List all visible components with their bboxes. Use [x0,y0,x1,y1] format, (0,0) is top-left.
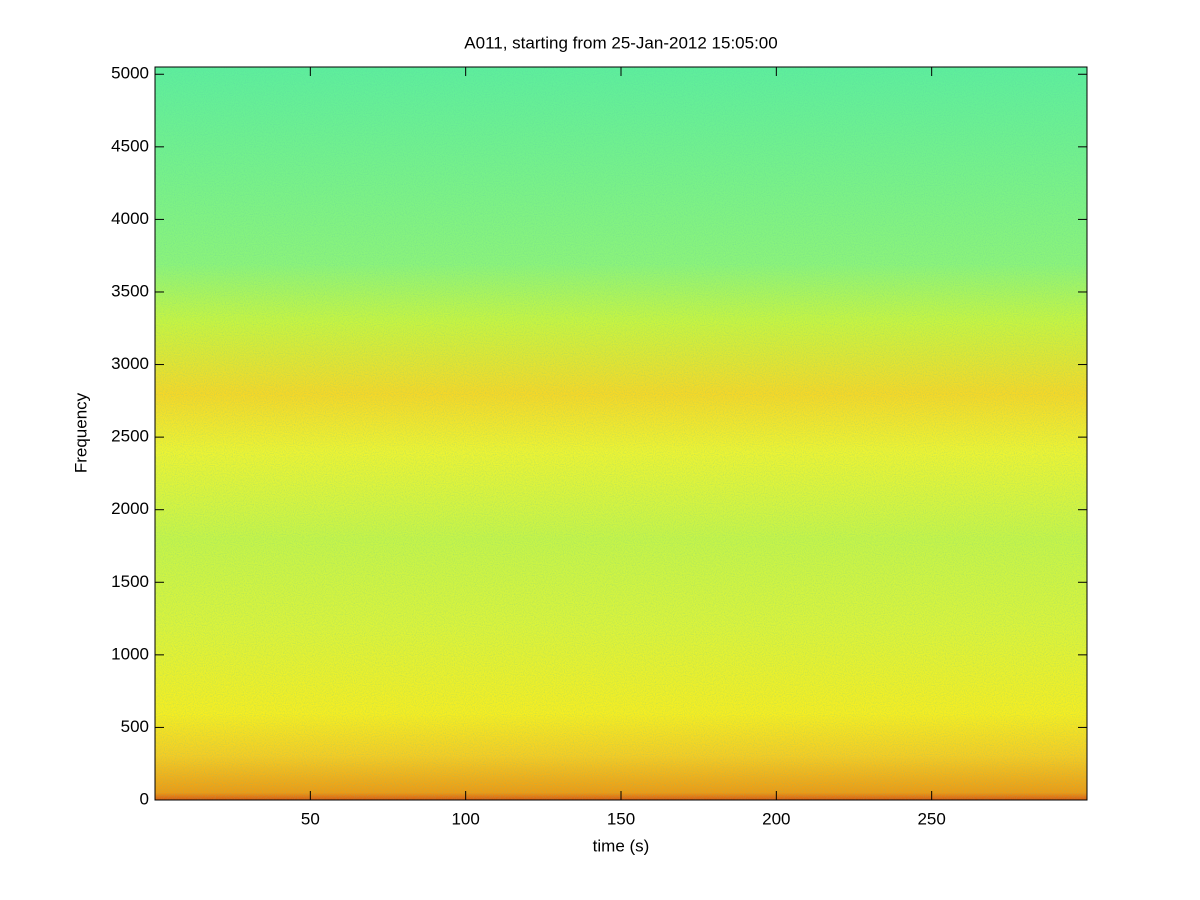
y-tick-label: 0 [140,789,149,808]
y-tick-label: 1500 [111,572,149,591]
y-tick-label: 3500 [111,281,149,300]
x-axis-label: time (s) [593,836,650,855]
y-tick-label: 5000 [111,64,149,83]
spectrogram-texture [155,67,1087,800]
y-tick-label: 500 [121,717,149,736]
y-axis-label: Frequency [71,392,90,473]
y-tick-label: 3000 [111,354,149,373]
x-tick-label: 150 [607,809,635,828]
x-tick-label: 100 [451,809,479,828]
y-tick-label: 4500 [111,136,149,155]
y-tick-label: 2000 [111,499,149,518]
y-tick-label: 4000 [111,209,149,228]
chart-title: A011, starting from 25-Jan-2012 15:05:00 [464,33,777,52]
y-tick-label: 1000 [111,644,149,663]
y-tick-label: 2500 [111,427,149,446]
x-tick-label: 200 [762,809,790,828]
x-tick-label: 250 [917,809,945,828]
x-tick-label: 50 [301,809,320,828]
